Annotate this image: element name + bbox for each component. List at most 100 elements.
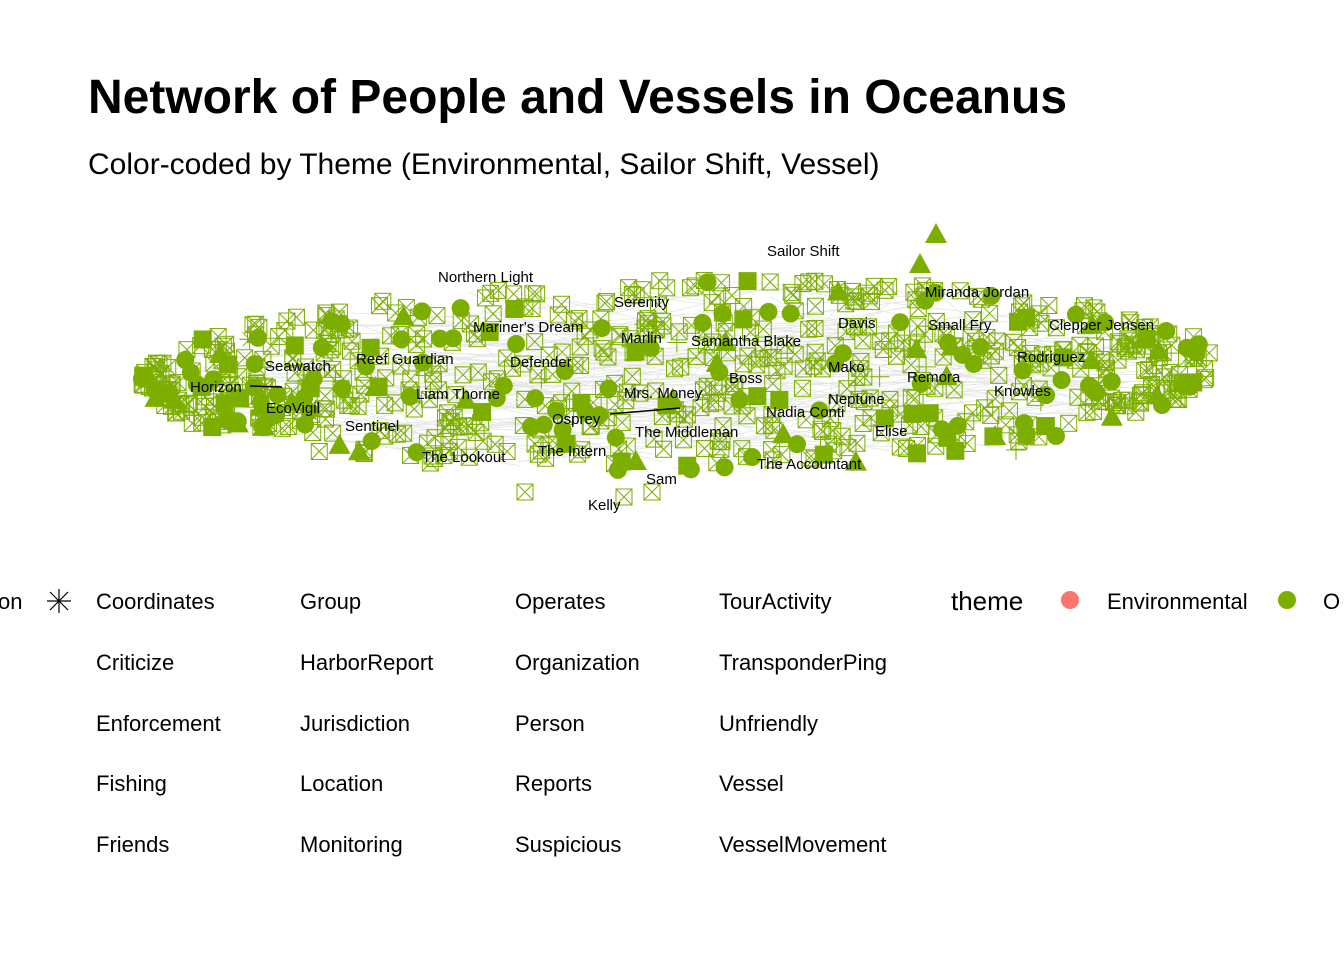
node-boxx <box>436 409 454 427</box>
node-circle <box>555 362 574 381</box>
node-boxx <box>725 374 743 392</box>
node-boxx <box>528 285 546 303</box>
node-boxx <box>395 424 413 442</box>
node-circle <box>916 291 935 310</box>
node-square <box>473 403 492 422</box>
node-boxx <box>572 357 590 375</box>
node-triangle <box>209 342 232 363</box>
node-circle <box>971 337 990 356</box>
node-boxx <box>698 377 716 395</box>
node-boxx <box>514 355 532 373</box>
node-plus <box>666 332 687 353</box>
node-boxx <box>981 304 999 322</box>
node-boxx <box>498 442 516 460</box>
node-triangle <box>705 351 728 372</box>
node-circle <box>730 390 749 409</box>
node-label: Neptune <box>828 391 885 408</box>
node-square <box>134 366 153 385</box>
node-circle <box>781 304 800 323</box>
node-circle <box>248 328 267 347</box>
node-label: Marlin <box>621 330 662 347</box>
node-boxx <box>418 434 436 452</box>
node-label: Clepper Jensen <box>1049 317 1154 334</box>
node-boxx <box>782 283 800 301</box>
node-boxx <box>909 317 927 335</box>
legend-type-item: Suspicious <box>515 832 622 857</box>
node-boxx <box>576 327 594 345</box>
node-boxx <box>392 357 410 375</box>
legend-type-item: Reports <box>515 771 593 796</box>
node-boxx <box>183 414 201 432</box>
node-label: Sailor Shift <box>767 243 840 260</box>
node-circle <box>333 379 352 398</box>
network-edge <box>162 386 797 411</box>
node-boxx <box>486 435 504 453</box>
node-circle <box>407 443 426 462</box>
node-triangle <box>163 388 186 409</box>
legend-type-item: Location <box>300 771 384 796</box>
node-label: Horizon <box>190 379 242 396</box>
node-boxx <box>1047 319 1065 337</box>
node-boxx <box>317 400 335 418</box>
node-label: Sam <box>646 471 677 488</box>
node-boxx <box>854 414 872 432</box>
node-circle <box>715 458 734 477</box>
node-triangle <box>827 280 850 301</box>
node-square <box>875 409 894 428</box>
legend-key-other <box>1278 591 1296 609</box>
node-boxx <box>1122 314 1140 332</box>
node-boxx <box>150 355 168 373</box>
legend-type-item: Criticize <box>96 650 175 675</box>
node-label: Knowles <box>994 383 1051 400</box>
node-boxx <box>505 285 523 303</box>
node-circle <box>300 402 319 421</box>
node-boxx <box>371 297 389 315</box>
node-boxx <box>806 297 824 315</box>
legend-type-item: HarborReport <box>300 650 434 675</box>
node-label: Serenity <box>614 294 670 311</box>
node-square <box>738 272 757 291</box>
node-label: Davis <box>838 315 876 332</box>
legend-type-item: Coordinates <box>96 589 215 614</box>
node-boxx <box>310 443 328 461</box>
node-circle <box>1096 313 1115 332</box>
node-circle <box>322 312 341 331</box>
node-label: Kelly <box>588 497 621 514</box>
node-triangle <box>226 412 249 433</box>
node-circle <box>1157 322 1176 341</box>
chart-subtitle: Color-coded by Theme (Environmental, Sai… <box>88 148 880 181</box>
node-circle <box>245 355 264 374</box>
node-boxx <box>623 285 641 303</box>
network-edge <box>771 295 848 387</box>
network-edge <box>339 313 411 427</box>
node-boxx <box>386 394 404 412</box>
node-square <box>480 323 499 342</box>
label-layer: Sailor Shift Northern Light Serenity Mirand… <box>190 243 1154 514</box>
node-boxx <box>643 483 661 501</box>
node-label: Defender <box>510 354 572 371</box>
node-label: Remora <box>907 369 961 386</box>
node-boxx <box>529 366 547 384</box>
node-boxx <box>341 342 359 360</box>
node-label: Elise <box>875 423 908 440</box>
node-boxx <box>645 430 663 448</box>
node-circle <box>599 379 618 398</box>
node-label: The Middleman <box>635 424 738 441</box>
legend-type-item: TransponderPing <box>719 650 887 675</box>
network-edge <box>524 284 781 349</box>
node-triangle <box>905 338 928 359</box>
node-square <box>231 389 250 408</box>
node-boxx <box>402 370 420 388</box>
node-label: Liam Thorne <box>416 386 500 403</box>
network-edge <box>358 356 890 452</box>
node-boxx <box>681 279 699 297</box>
node-boxx <box>828 395 846 413</box>
node-boxx <box>324 424 342 442</box>
node-circle <box>606 428 625 447</box>
network-edge <box>249 382 1000 439</box>
node-circle <box>244 378 263 397</box>
node-boxx <box>1084 402 1102 420</box>
network-edge <box>615 291 1130 361</box>
node-square <box>938 428 957 447</box>
node-boxx <box>526 333 544 351</box>
